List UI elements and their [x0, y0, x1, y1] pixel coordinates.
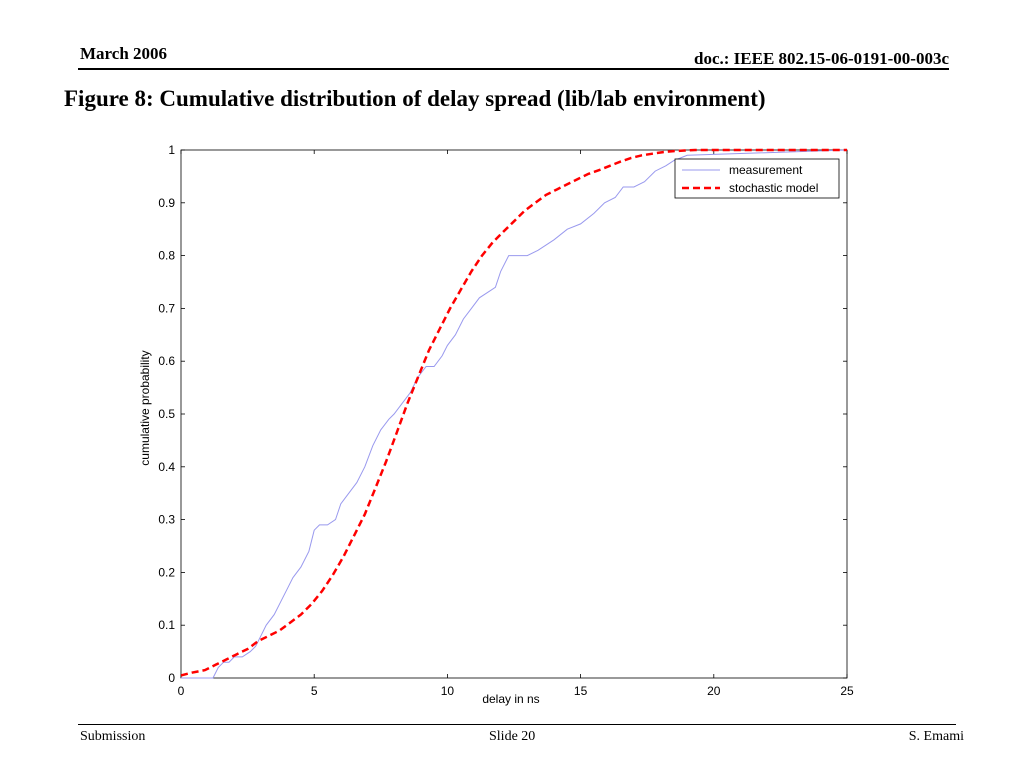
y-tick-label: 0.4	[158, 460, 175, 474]
y-axis-ticks: 0 0.1 0.2 0.3 0.4 0.5 0.6 0.7 0.8 0.9 1	[158, 143, 847, 685]
x-tick-label: 10	[441, 684, 455, 698]
x-tick-label: 0	[178, 684, 185, 698]
plot-area	[180, 149, 848, 679]
y-tick-label: 0.2	[158, 565, 175, 579]
legend-label-stochastic-model: stochastic model	[729, 181, 818, 195]
series-layer	[180, 148, 848, 679]
x-tick-label: 20	[707, 684, 721, 698]
legend-box	[674, 158, 840, 199]
footer-slide-number: Slide 20	[489, 729, 536, 744]
x-axis-ticks: 0 5 10 15 20 25	[178, 150, 854, 698]
x-tick-label: 5	[311, 684, 318, 698]
y-tick-label: 0.6	[158, 354, 175, 368]
y-tick-label: 1	[168, 143, 175, 157]
x-tick-label: 15	[574, 684, 588, 698]
legend-label-measurement: measurement	[729, 163, 803, 177]
y-tick-label: 0.7	[158, 301, 175, 315]
y-tick-label: 0.5	[158, 407, 175, 421]
footer-author: S. Emami	[908, 729, 964, 744]
y-tick-label: 0.3	[158, 513, 175, 527]
header-date: March 2006	[80, 44, 168, 63]
legend: measurement stochastic model	[674, 158, 840, 199]
header-doc-id: doc.: IEEE 802.15-06-0191-00-003c	[694, 49, 949, 68]
slide-title: Figure 8: Cumulative distribution of del…	[64, 86, 766, 111]
series-line-measurement	[181, 149, 848, 679]
y-tick-label: 0.8	[158, 249, 175, 263]
footer-submission: Submission	[80, 729, 146, 744]
y-tick-label: 0	[168, 671, 175, 685]
x-tick-label: 25	[840, 684, 854, 698]
y-tick-label: 0.1	[158, 618, 175, 632]
header-divider	[78, 68, 949, 70]
y-axis-label: cumulative probability	[138, 350, 152, 465]
footer-divider	[78, 724, 956, 725]
series-line-stochastic-model	[180, 148, 847, 677]
y-tick-label: 0.9	[158, 196, 175, 210]
x-axis-label: delay in ns	[482, 692, 539, 706]
